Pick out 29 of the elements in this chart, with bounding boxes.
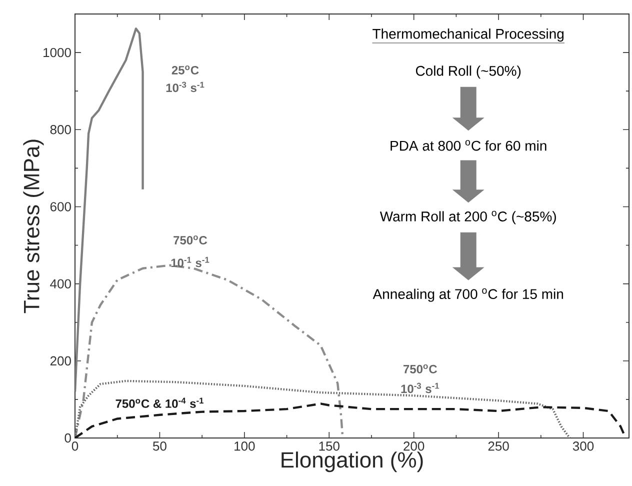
x-tick-label: 0 (72, 442, 78, 451)
x-tick-label: 100 (234, 442, 255, 451)
annotation: 10$^{-3}$ s$^{-1}$ (166, 82, 204, 92)
annotation: 750$^{o}$C & 10$^{-4}$ s$^{-1}$ (116, 398, 204, 408)
annotation: Annealing at 700 $^{o}$C for 15 min (372, 288, 564, 302)
y-tick-label: 400 (50, 279, 71, 288)
line-series (75, 28, 144, 393)
y-tick-label: 600 (50, 202, 71, 212)
annotation: 750$^{o}$C (174, 236, 208, 244)
annotation: 750$^{o}$C (404, 364, 437, 374)
annotation: Thermomechanical Processing (372, 28, 564, 42)
y-tick-label: 800 (50, 125, 71, 134)
y-tick-label: 0 (64, 433, 71, 443)
x-tick-label: 150 (319, 442, 340, 451)
x-tick-label: 300 (572, 442, 594, 451)
y-axis-title: True stress (MPa) (23, 140, 44, 314)
x-tick-label: 50 (153, 442, 166, 451)
y-tick-label: 1000 (44, 48, 71, 58)
annotation: 10$^{-3}$ s$^{-1}$ (401, 382, 440, 394)
annotation: Cold Roll (~50%) (416, 66, 521, 79)
annotation: 10$^{-1}$ s$^{-1}$ (171, 256, 210, 268)
line-series (75, 380, 571, 438)
y-tick-label: 200 (50, 356, 71, 366)
x-axis-title: Elongation (%) (282, 452, 423, 472)
annotation: 25$^{o}$C (172, 65, 199, 74)
x-tick-label: 250 (488, 442, 509, 451)
annotation: Warm Roll at 200 $^{o}$C (~85%) (380, 210, 556, 224)
x-tick-label: 200 (404, 442, 424, 451)
annotation: PDA at 800 $^{o}$C for 60 min (390, 140, 546, 151)
